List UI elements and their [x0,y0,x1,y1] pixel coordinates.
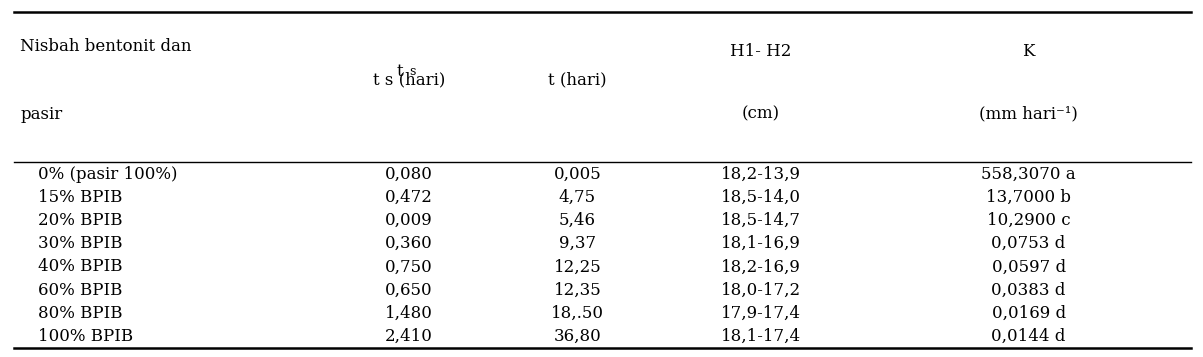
Text: pasir: pasir [20,106,63,123]
Text: 18,5-14,7: 18,5-14,7 [721,212,801,229]
Text: 0,005: 0,005 [553,166,602,182]
Text: 40% BPIB: 40% BPIB [38,258,123,275]
Text: 1,480: 1,480 [385,305,433,322]
Text: 2,410: 2,410 [385,328,433,345]
Text: 12,25: 12,25 [553,258,602,275]
Text: 18,2-16,9: 18,2-16,9 [721,258,801,275]
Text: 15% BPIB: 15% BPIB [38,189,123,206]
Text: 13,7000 b: 13,7000 b [986,189,1071,206]
Text: 80% BPIB: 80% BPIB [38,305,123,322]
Text: 0,0144 d: 0,0144 d [991,328,1066,345]
Text: 0,650: 0,650 [385,282,433,298]
Text: 0,360: 0,360 [385,235,433,252]
Text: 0,080: 0,080 [385,166,433,182]
Text: 0,0383 d: 0,0383 d [991,282,1066,298]
Text: 12,35: 12,35 [553,282,602,298]
Text: t (hari): t (hari) [549,72,606,89]
Text: 0,472: 0,472 [385,189,433,206]
Text: 0,009: 0,009 [385,212,433,229]
Text: 100% BPIB: 100% BPIB [38,328,134,345]
Text: 18,2-13,9: 18,2-13,9 [721,166,801,182]
Text: 0,0169 d: 0,0169 d [991,305,1066,322]
Text: 18,5-14,0: 18,5-14,0 [721,189,801,206]
Text: 0,750: 0,750 [385,258,433,275]
Text: 558,3070 a: 558,3070 a [982,166,1075,182]
Text: 30% BPIB: 30% BPIB [38,235,123,252]
Text: 20% BPIB: 20% BPIB [38,212,123,229]
Text: 36,80: 36,80 [553,328,602,345]
Text: 18,1-17,4: 18,1-17,4 [721,328,801,345]
Text: (mm hari⁻¹): (mm hari⁻¹) [979,106,1078,123]
Text: 10,2900 c: 10,2900 c [986,212,1071,229]
Text: 0,0597 d: 0,0597 d [991,258,1066,275]
Text: s: s [409,65,415,78]
Text: 5,46: 5,46 [559,212,595,229]
Text: (cm): (cm) [742,106,780,123]
Text: 18,0-17,2: 18,0-17,2 [721,282,801,298]
Text: 0% (pasir 100%): 0% (pasir 100%) [38,166,178,182]
Text: K: K [1023,43,1035,60]
Text: 9,37: 9,37 [559,235,595,252]
Text: t: t [397,63,409,80]
Text: 17,9-17,4: 17,9-17,4 [721,305,801,322]
Text: 18,.50: 18,.50 [551,305,604,322]
Text: Nisbah bentonit dan: Nisbah bentonit dan [20,38,192,55]
Text: 4,75: 4,75 [559,189,595,206]
Text: t s (hari): t s (hari) [373,72,445,89]
Text: H1- H2: H1- H2 [730,43,792,60]
Text: 0,0753 d: 0,0753 d [991,235,1066,252]
Text: 60% BPIB: 60% BPIB [38,282,123,298]
Text: 18,1-16,9: 18,1-16,9 [721,235,801,252]
